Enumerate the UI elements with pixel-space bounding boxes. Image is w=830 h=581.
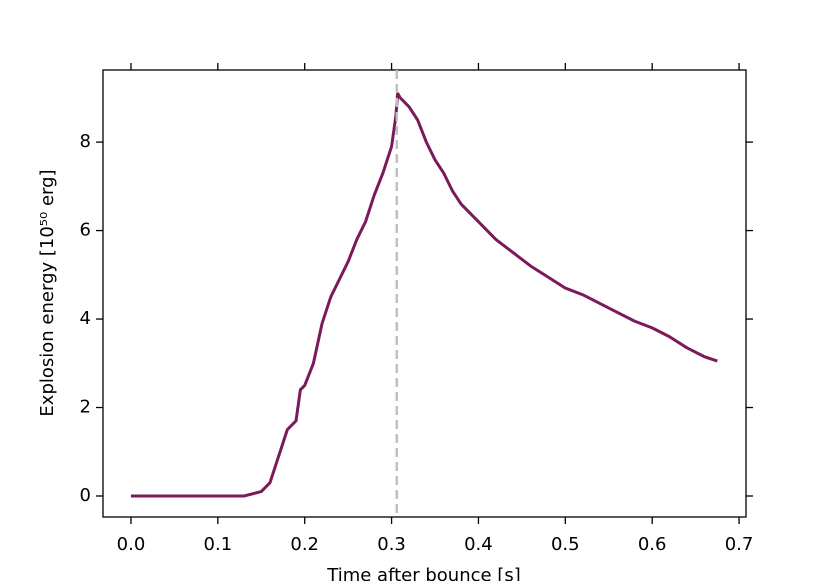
y-tick-label: 4 xyxy=(80,308,91,329)
x-tick-label: 0.1 xyxy=(204,534,233,555)
data-line xyxy=(130,91,718,498)
x-tick-label: 0.6 xyxy=(638,534,667,555)
y-tick-label: 8 xyxy=(80,131,91,152)
x-tick-label: 0.0 xyxy=(117,534,146,555)
y-axis-label: Explosion energy [10⁵⁰ erg] xyxy=(37,169,58,416)
y-tick-label: 0 xyxy=(80,485,91,506)
x-tick-label: 0.4 xyxy=(464,534,493,555)
y-tick-label: 6 xyxy=(80,220,91,241)
x-tick-label: 0.7 xyxy=(725,534,754,555)
plot-frame xyxy=(102,69,747,518)
x-tick-label: 0.5 xyxy=(551,534,580,555)
x-tick-label: 0.2 xyxy=(290,534,319,555)
y-tick-label: 2 xyxy=(80,397,91,418)
x-axis-label: Time after bounce [s] xyxy=(326,565,520,581)
x-tick-label: 0.3 xyxy=(377,534,406,555)
